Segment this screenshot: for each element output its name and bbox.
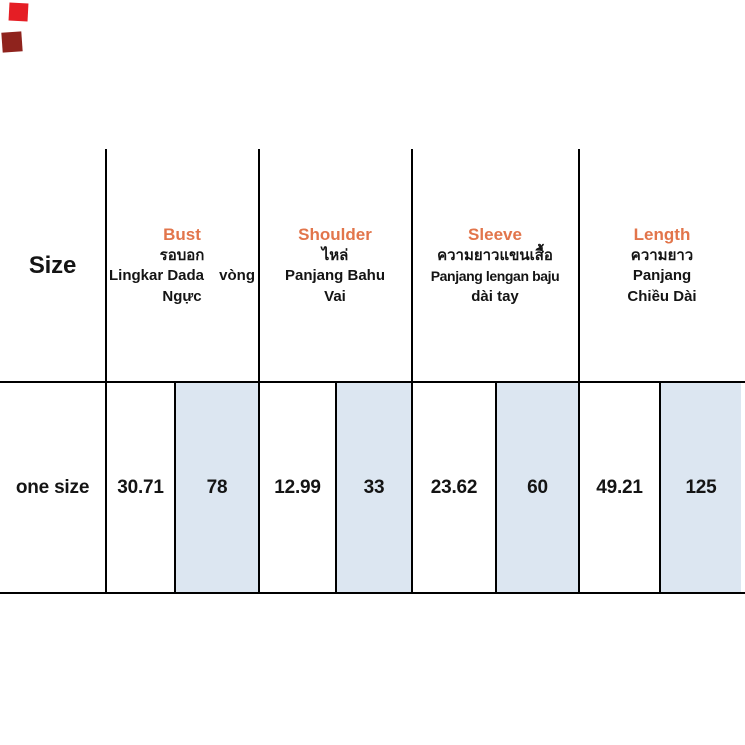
bust-label-id-vi-row: Lingkar Dada vòng (107, 266, 257, 287)
vertical-line-shoulder-sleeve (411, 149, 413, 594)
vertical-subline-length (659, 381, 661, 594)
vertical-subline-sleeve (495, 381, 497, 594)
bust-label-id: Lingkar Dada (109, 267, 205, 284)
sleeve-cm-cell-shading (497, 383, 578, 592)
length-label-th: ความยาว (630, 246, 694, 264)
vertical-line-bust-shoulder (258, 149, 260, 594)
vertical-subline-shoulder (335, 381, 337, 594)
shoulder-label-id: Panjang Bahu (284, 267, 385, 284)
shoulder-label-th: ไหล่ (321, 246, 349, 264)
length-inch-value: 49.21 (596, 476, 643, 498)
dark-red-square-sticker-2 (1, 31, 23, 53)
sleeve-label-th: ความยาวแขนเสื้อ (437, 246, 553, 264)
vertical-line-sleeve-length (578, 149, 580, 594)
row-label-one-size: one size (15, 476, 90, 498)
sleeve-label-id: Panjang lengan baju (430, 268, 560, 284)
shoulder-cm-cell-shading (337, 383, 411, 592)
sleeve-label-en: Sleeve (468, 225, 522, 244)
shoulder-label-en: Shoulder (298, 225, 372, 244)
vertical-subline-bust (174, 381, 176, 594)
column-header-length: Length ความยาว Panjang Chiều Dài (580, 151, 744, 381)
vertical-line-size-bust (105, 149, 107, 594)
length-label-id: Panjang (632, 267, 692, 284)
table-header-divider-line (0, 381, 745, 383)
bust-cm-cell-shading (176, 383, 258, 592)
column-header-sleeve: Sleeve ความยาวแขนเสื้อ Panjang lengan ba… (413, 151, 577, 381)
length-cm-value: 125 (685, 476, 717, 498)
sleeve-inch-value: 23.62 (430, 476, 478, 498)
shoulder-inch-value: 12.99 (274, 476, 321, 498)
sleeve-label-vi: dài tay (471, 287, 519, 305)
bust-label-th: รอบอก (159, 246, 205, 264)
shoulder-label-vi: Vai (324, 287, 346, 305)
table-bottom-line (0, 592, 745, 594)
column-header-shoulder: Shoulder ไหล่ Panjang Bahu Vai (260, 151, 410, 381)
shoulder-cm-value: 33 (363, 476, 385, 498)
bust-inch-value: 30.71 (117, 476, 164, 498)
length-cm-cell-shading (661, 383, 741, 592)
bust-label-vi-2: Ngực (162, 287, 202, 305)
length-label-vi: Chiều Dài (627, 287, 697, 305)
size-column-header: Size (28, 252, 77, 279)
bust-label-en: Bust (163, 225, 201, 244)
bust-cm-value: 78 (206, 476, 228, 498)
bust-label-vi-1: vòng (219, 267, 255, 284)
column-header-bust: Bust รอบอก Lingkar Dada vòng Ngực (107, 151, 257, 381)
red-square-sticker-1 (8, 2, 29, 22)
length-label-en: Length (633, 225, 691, 244)
sleeve-cm-value: 60 (527, 476, 548, 498)
